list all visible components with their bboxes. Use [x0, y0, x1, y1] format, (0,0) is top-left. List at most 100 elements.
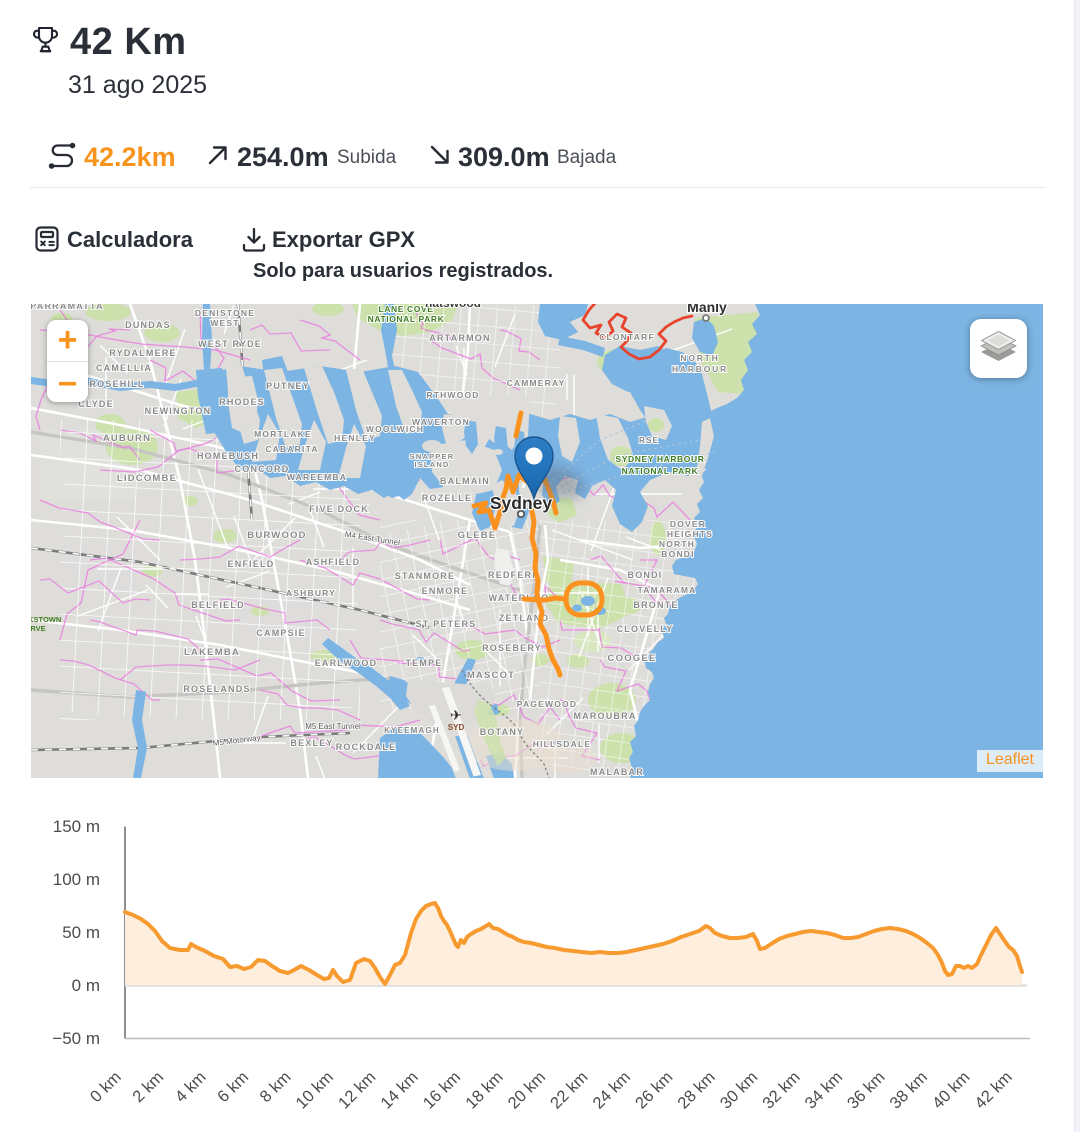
- svg-text:PAGEWOOD: PAGEWOOD: [517, 699, 577, 709]
- svg-text:DUNDAS: DUNDAS: [125, 320, 171, 330]
- svg-text:HEIGHTS: HEIGHTS: [667, 529, 713, 539]
- svg-text:M5 East Tunnel: M5 East Tunnel: [305, 722, 361, 731]
- svg-text:MALABAR: MALABAR: [590, 767, 644, 777]
- svg-text:TAMARAMA: TAMARAMA: [637, 585, 696, 595]
- svg-text:BALMAIN: BALMAIN: [440, 476, 490, 486]
- svg-text:WAVERTON: WAVERTON: [412, 417, 470, 427]
- svg-text:RHODES: RHODES: [219, 397, 265, 407]
- svg-text:PUTNEY: PUTNEY: [266, 381, 310, 391]
- svg-text:RTHWOOD: RTHWOOD: [426, 390, 479, 400]
- svg-text:26 km: 26 km: [632, 1068, 677, 1113]
- svg-text:SNAPPER: SNAPPER: [410, 452, 455, 461]
- svg-text:34 km: 34 km: [802, 1068, 847, 1113]
- svg-text:AUBURN: AUBURN: [103, 433, 151, 444]
- svg-text:REDFERN: REDFERN: [488, 570, 540, 580]
- svg-text:CLOVELLY: CLOVELLY: [617, 624, 674, 634]
- svg-text:WEST RYDE: WEST RYDE: [198, 339, 262, 349]
- svg-text:NATIONAL PARK: NATIONAL PARK: [622, 466, 699, 476]
- svg-text:ASHFIELD: ASHFIELD: [306, 557, 361, 567]
- svg-text:ROCKDALE: ROCKDALE: [336, 742, 397, 752]
- svg-text:MORTLAKE: MORTLAKE: [254, 429, 312, 439]
- svg-text:DOVER: DOVER: [670, 519, 706, 529]
- svg-text:HOMEBUSH: HOMEBUSH: [197, 451, 259, 461]
- svg-text:HARBOUR: HARBOUR: [672, 364, 728, 374]
- svg-text:36 km: 36 km: [844, 1068, 889, 1113]
- svg-text:HILLSDALE: HILLSDALE: [533, 739, 592, 749]
- svg-text:20 km: 20 km: [505, 1068, 550, 1113]
- svg-text:CONCORD: CONCORD: [235, 464, 290, 474]
- svg-text:BELFIELD: BELFIELD: [191, 600, 245, 610]
- svg-text:18 km: 18 km: [462, 1068, 507, 1113]
- svg-text:GLEBE: GLEBE: [458, 530, 497, 541]
- svg-text:MASCOT: MASCOT: [467, 670, 515, 681]
- svg-text:COOGEE: COOGEE: [608, 653, 657, 664]
- svg-text:BOTANY: BOTANY: [480, 727, 525, 737]
- svg-text:ISLAND: ISLAND: [414, 460, 449, 469]
- svg-text:NORTH: NORTH: [659, 539, 695, 549]
- svg-text:28 km: 28 km: [674, 1068, 719, 1113]
- svg-text:0 km: 0 km: [87, 1068, 125, 1106]
- svg-text:22 km: 22 km: [547, 1068, 592, 1113]
- svg-text:✈: ✈: [450, 707, 462, 723]
- svg-text:24 km: 24 km: [590, 1068, 635, 1113]
- svg-text:100 m: 100 m: [53, 870, 100, 889]
- svg-text:12 km: 12 km: [335, 1068, 380, 1113]
- svg-text:LAKEMBA: LAKEMBA: [184, 647, 240, 658]
- svg-text:CABARITA: CABARITA: [265, 444, 318, 454]
- svg-text:RSE: RSE: [639, 436, 659, 445]
- svg-text:42 km: 42 km: [971, 1068, 1016, 1113]
- svg-text:DENISTONE: DENISTONE: [195, 308, 255, 318]
- svg-text:NEWINGTON: NEWINGTON: [145, 406, 212, 416]
- svg-text:STANMORE: STANMORE: [395, 571, 455, 581]
- svg-text:WEST: WEST: [210, 318, 239, 328]
- svg-text:TEMPE: TEMPE: [405, 658, 442, 668]
- svg-text:2 km: 2 km: [129, 1068, 167, 1106]
- svg-text:RVE: RVE: [31, 624, 46, 633]
- svg-text:14 km: 14 km: [377, 1068, 422, 1113]
- svg-text:CAMELLIA: CAMELLIA: [96, 363, 152, 373]
- svg-text:CAMMERAY: CAMMERAY: [507, 378, 566, 388]
- svg-text:WOOLWICH: WOOLWICH: [366, 424, 424, 434]
- svg-text:4 km: 4 km: [172, 1068, 210, 1106]
- svg-text:SYD: SYD: [448, 723, 465, 732]
- svg-text:BONDI: BONDI: [661, 549, 694, 559]
- svg-text:10 km: 10 km: [292, 1068, 337, 1113]
- svg-text:32 km: 32 km: [759, 1068, 804, 1113]
- svg-text:LANE COVE: LANE COVE: [379, 304, 434, 314]
- svg-text:ROSELANDS: ROSELANDS: [183, 684, 250, 694]
- svg-text:CLONTARF: CLONTARF: [599, 332, 655, 342]
- svg-text:ENMORE: ENMORE: [422, 586, 469, 596]
- svg-text:MAROUBRA: MAROUBRA: [573, 711, 636, 721]
- svg-text:ST PETERS: ST PETERS: [416, 619, 477, 629]
- svg-text:150 m: 150 m: [53, 817, 100, 836]
- svg-text:PARRAMATTA: PARRAMATTA: [31, 304, 104, 311]
- svg-text:ROSEHILL: ROSEHILL: [89, 379, 144, 389]
- svg-text:ROZELLE: ROZELLE: [422, 493, 472, 503]
- svg-text:40 km: 40 km: [929, 1068, 974, 1113]
- svg-text:BURWOOD: BURWOOD: [247, 530, 306, 541]
- svg-text:30 km: 30 km: [717, 1068, 762, 1113]
- svg-text:BONDI: BONDI: [628, 570, 663, 580]
- svg-text:FIVE DOCK: FIVE DOCK: [309, 504, 369, 514]
- svg-text:CLYDE: CLYDE: [78, 399, 114, 409]
- svg-text:Sydney: Sydney: [490, 493, 553, 513]
- svg-text:8 km: 8 km: [257, 1068, 295, 1106]
- svg-text:SYDNEY HARBOUR: SYDNEY HARBOUR: [615, 454, 704, 464]
- svg-text:BRONTE: BRONTE: [633, 600, 678, 610]
- svg-text:NKSTOWN: NKSTOWN: [31, 615, 61, 624]
- svg-text:CAMPSIE: CAMPSIE: [256, 628, 305, 638]
- svg-text:ASHBURY: ASHBURY: [286, 588, 336, 598]
- svg-text:16 km: 16 km: [420, 1068, 465, 1113]
- svg-text:38 km: 38 km: [887, 1068, 932, 1113]
- svg-text:0 m: 0 m: [72, 976, 100, 995]
- svg-text:ARTARMON: ARTARMON: [429, 333, 490, 343]
- svg-text:KYEEMAGH: KYEEMAGH: [384, 726, 440, 735]
- svg-text:ZETLAND: ZETLAND: [499, 613, 549, 623]
- svg-text:NATIONAL PARK: NATIONAL PARK: [368, 314, 445, 324]
- svg-text:NORTH: NORTH: [680, 353, 719, 363]
- svg-text:ROSEBERY: ROSEBERY: [482, 643, 542, 653]
- svg-text:50 m: 50 m: [62, 923, 100, 942]
- svg-text:HENLEY: HENLEY: [334, 433, 376, 443]
- svg-text:EARLWOOD: EARLWOOD: [315, 658, 378, 668]
- svg-text:−50 m: −50 m: [52, 1029, 100, 1048]
